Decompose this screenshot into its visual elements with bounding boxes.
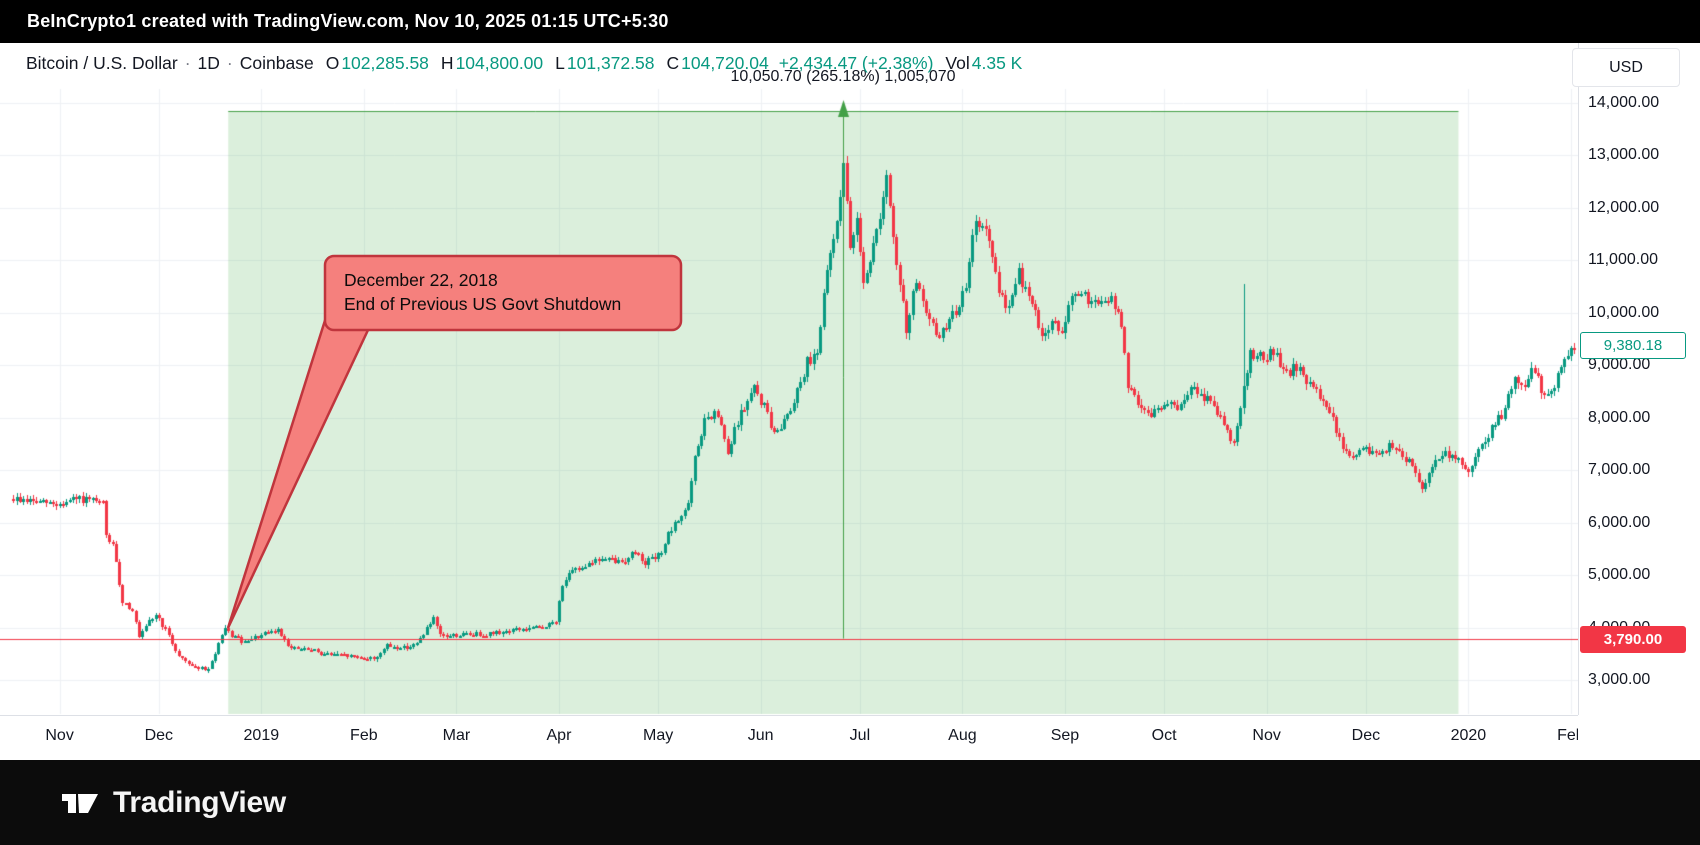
legend-separator-dot: · <box>184 53 191 73</box>
time-tick-label: Jun <box>747 727 774 744</box>
change-value: +2,434.47 (+2.38%) <box>778 53 934 73</box>
time-axis[interactable]: Nov Dec 2019 Feb Mar Apr May Jun Jul Aug Sep Oct Nov… <box>0 715 1578 760</box>
price-tick-label: 12,000.00 <box>1588 198 1660 216</box>
hline-price-badge: 3,790.00 <box>1580 625 1686 653</box>
price-tick-label: 14,000.00 <box>1588 94 1660 111</box>
measure-tool-label: 10,050.70 (265.18%) 1,005,070 <box>730 68 956 85</box>
exchange-label: Coinbase <box>239 53 314 73</box>
legend-separator-dot: · <box>226 53 233 73</box>
time-tick-label: Feb <box>350 727 378 744</box>
volume-value: 4.35 K <box>971 53 1023 73</box>
time-tick-label: Nov <box>45 727 74 744</box>
price-tick-label: 10,000.00 <box>1588 303 1660 321</box>
price-tick-label: 6,000.00 <box>1588 513 1651 531</box>
time-tick-label: Feb <box>1557 727 1578 744</box>
open-value: 102,285.58 <box>341 53 429 73</box>
time-tick-label: 2019 <box>243 727 280 744</box>
price-tick-label: 9,000.00 <box>1588 356 1651 374</box>
symbol-name: Bitcoin / U.S. Dollar <box>26 53 178 73</box>
time-tick-label: Dec <box>144 727 174 744</box>
time-tick-label: Mar <box>442 727 471 744</box>
interval-label: 1D <box>197 53 220 73</box>
symbol-legend: Bitcoin / U.S. Dollar · 1D · Coinbase O … <box>26 53 1022 74</box>
callout-line2: End of Previous US Govt Shutdown <box>344 294 622 314</box>
price-scale[interactable]: 14,000.00 13,000.00 12,000.00 11,000.00 10,0… <box>1578 43 1700 715</box>
close-label: C <box>666 53 680 73</box>
price-tick-label: 7,000.00 <box>1588 461 1651 479</box>
attribution-bar: BeInCrypto1 created with TradingView.com… <box>0 0 1700 43</box>
low-value: 101,372.58 <box>566 53 655 73</box>
open-label: O <box>325 53 340 73</box>
currency-button[interactable]: USD <box>1572 48 1680 87</box>
attribution-text: BeInCrypto1 created with TradingView.com… <box>27 11 669 31</box>
price-chart-canvas[interactable] <box>0 43 1578 715</box>
callout-text[interactable]: December 22, 2018 End of Previous US Gov… <box>344 268 621 316</box>
time-tick-label: Sep <box>1050 727 1080 744</box>
price-tick-label: 3,000.00 <box>1588 670 1651 688</box>
callout-line1: December 22, 2018 <box>344 270 498 290</box>
footer-bar: TradingView <box>0 760 1700 845</box>
time-tick-label: Jul <box>849 727 871 744</box>
high-label: H <box>440 53 454 73</box>
high-value: 104,800.00 <box>455 53 544 73</box>
time-tick-label: Aug <box>948 727 977 744</box>
time-tick-label: Dec <box>1351 727 1381 744</box>
close-value: 104,720.04 <box>681 53 769 73</box>
last-price-badge: 9,380.18 <box>1580 332 1686 360</box>
price-tick-label: 11,000.00 <box>1588 251 1658 269</box>
volume-label: Vol <box>945 53 970 73</box>
time-tick-label: May <box>643 727 674 744</box>
tradingview-logo-icon[interactable] <box>60 787 100 819</box>
price-tick-label: 13,000.00 <box>1588 146 1660 164</box>
time-tick-label: Nov <box>1252 727 1281 744</box>
price-tick-label: 5,000.00 <box>1588 566 1651 584</box>
tradingview-wordmark[interactable]: TradingView <box>113 785 286 819</box>
time-tick-label: Apr <box>546 727 572 744</box>
time-tick-label: 2020 <box>1450 727 1487 744</box>
low-label: L <box>555 53 565 73</box>
chart-pane: Bitcoin / U.S. Dollar · 1D · Coinbase O … <box>0 43 1700 760</box>
price-tick-label: 8,000.00 <box>1588 408 1651 426</box>
time-tick-label: Oct <box>1151 727 1177 744</box>
